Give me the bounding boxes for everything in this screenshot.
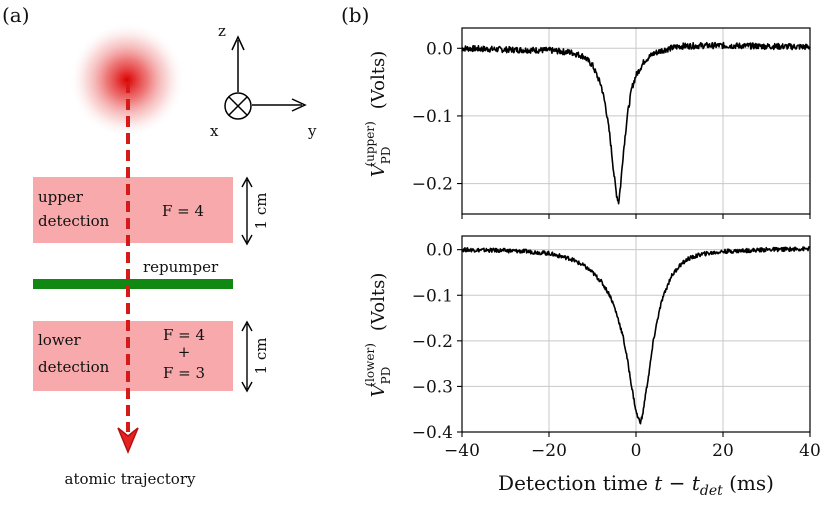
x-tick-label: 40 (799, 441, 821, 461)
lower-box-line1: lower (38, 331, 82, 349)
y-tick-label: −0.4 (412, 423, 453, 443)
lower-box-plus: + (178, 343, 191, 361)
repumper-beam (33, 279, 233, 289)
lower-ylabel-sub: PD (379, 367, 393, 385)
upper-scale-label: 1 cm (252, 193, 270, 230)
panel-a: (a) upper detection F = 4 repumper lower… (2, 3, 317, 488)
lower-box-level1: F = 4 (163, 326, 205, 344)
lower-ylabel-sup: (lower) (363, 343, 377, 387)
xlabel-var: t (654, 471, 663, 495)
upper-scale-marker (241, 176, 253, 246)
lower-box-level2: F = 3 (163, 364, 205, 382)
axis-y-label: y (307, 122, 317, 140)
x-tick-label: 20 (712, 441, 734, 461)
lower-ylabel-unit: (Volts) (368, 273, 389, 331)
upper-ylabel-sup: (upper) (363, 121, 377, 166)
axis-x-label: x (210, 122, 219, 140)
upper-ylabel: VPD(upper) (Volts) (363, 51, 393, 177)
upper-box-level: F = 4 (162, 202, 204, 220)
lower-plot: 0.0 −0.1 −0.2 −0.3 −0.4−40 −20 0 20 40 (412, 235, 821, 461)
xlabel-main: Detection time (498, 471, 648, 495)
upper-ylabel-sub: PD (379, 147, 393, 165)
x-tick-label: −20 (531, 441, 567, 461)
y-tick-label: −0.2 (412, 332, 453, 352)
panel-a-label: (a) (2, 3, 30, 27)
xlabel-sub: det (700, 483, 723, 499)
upper-box-line2: detection (38, 212, 110, 230)
signal-trace (461, 246, 811, 425)
upper-box-line1: upper (38, 188, 84, 206)
x-tick-label: 0 (631, 441, 642, 461)
lower-detection-box (33, 321, 233, 391)
coordinate-axes (224, 35, 307, 120)
trajectory-arrowhead (117, 427, 139, 454)
lower-ylabel-v: V (368, 382, 389, 397)
y-tick-label: 0.0 (426, 39, 453, 59)
axis-z-label: z (218, 22, 226, 40)
panel-b: (b) 0.0−0.1−0.2 0.0−0.1−0.2−0.3−0.4−40 −2… (341, 3, 821, 499)
trajectory-label: atomic trajectory (65, 470, 196, 488)
y-tick-label: 0.0 (426, 241, 453, 261)
x-tick-label: −40 (444, 441, 480, 461)
lower-scale-marker (241, 320, 253, 393)
upper-detection-box (33, 177, 233, 243)
lower-box-line2: detection (38, 358, 110, 376)
y-tick-label: −0.1 (412, 107, 453, 127)
y-tick-label: −0.2 (412, 175, 453, 195)
x-axis-label: Detection time t − tdet (ms) (498, 471, 774, 499)
y-tick-label: −0.3 (412, 377, 453, 397)
xlabel-minus: − (662, 471, 691, 495)
x-axis-into-page-icon (224, 92, 252, 120)
signal-trace (461, 41, 811, 205)
panel-b-label: (b) (341, 3, 369, 27)
upper-ylabel-v: V (368, 162, 389, 177)
upper-plot: 0.0 −0.1 −0.2 (412, 27, 811, 219)
upper-ylabel-unit: (Volts) (368, 51, 389, 109)
y-tick-label: −0.1 (412, 286, 453, 306)
lower-scale-label: 1 cm (252, 338, 270, 375)
atom-cloud (69, 22, 185, 138)
xlabel-unit: (ms) (723, 471, 774, 495)
xlabel-sub-var: t (692, 471, 701, 495)
repumper-label: repumper (143, 258, 219, 276)
lower-ylabel: VPD(lower) (Volts) (363, 273, 393, 398)
